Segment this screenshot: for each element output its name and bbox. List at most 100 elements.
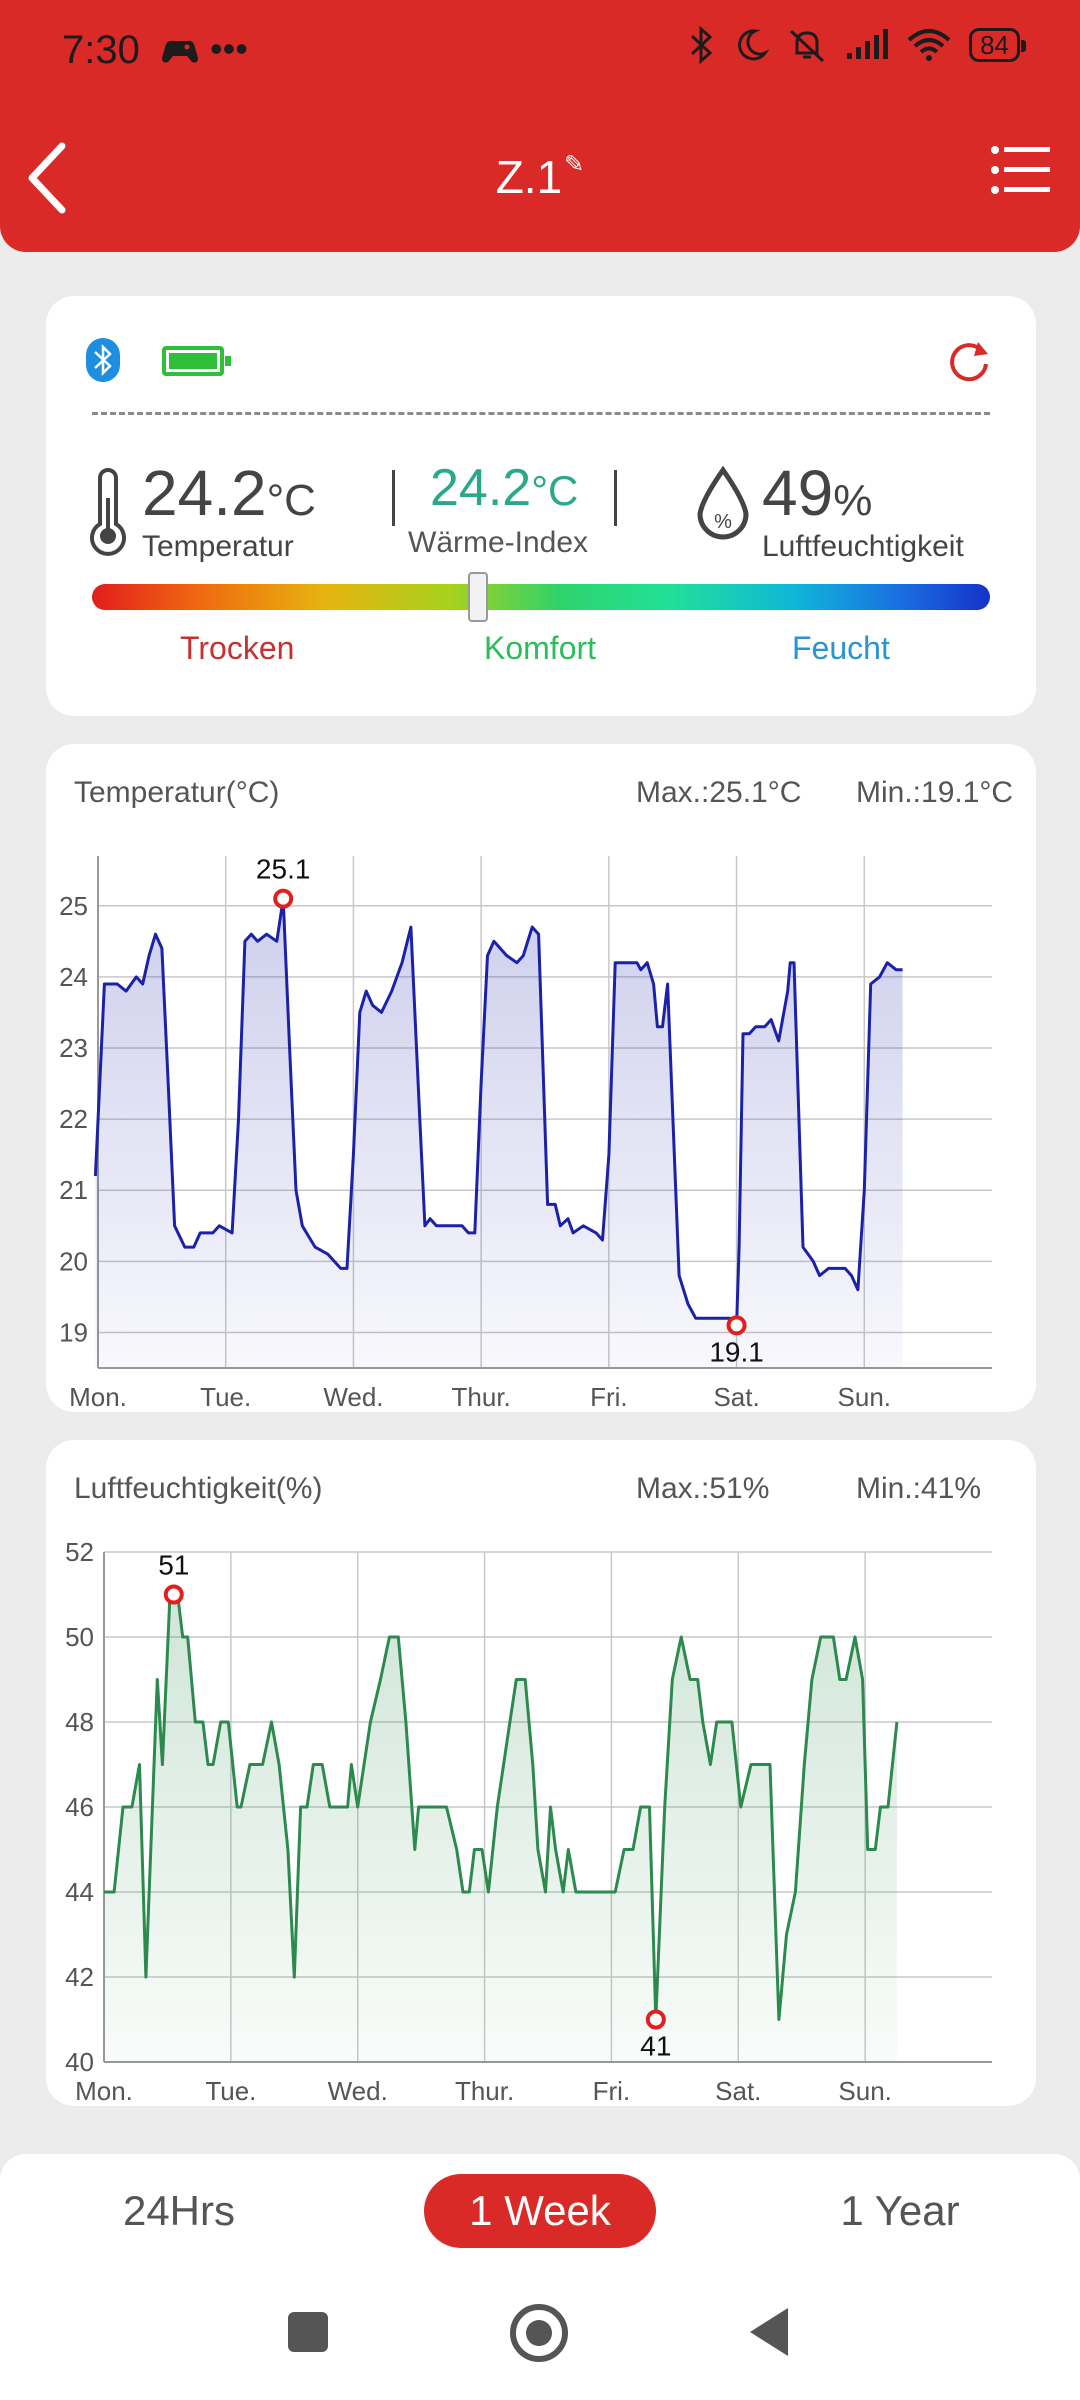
bluetooth-status-icon <box>691 26 713 64</box>
thermometer-icon <box>90 468 126 556</box>
divider <box>92 412 990 415</box>
status-time: 7:30 <box>62 28 140 72</box>
humidity-chart[interactable]: 40 42 44 46 48 50 52 Mon. Tue. Wed. Thur. Fri. Sat. S… <box>46 1440 1036 2106</box>
bluetooth-icon <box>86 338 120 382</box>
max-label: 25.1 <box>256 854 311 885</box>
x-tick-label: Fri. <box>590 1382 628 1412</box>
signal-icon <box>847 29 889 59</box>
range-tabs: 24Hrs 1 Week 1 Year <box>0 2154 1080 2400</box>
status-icons: 84 <box>689 26 1026 64</box>
x-tick-label: Wed. <box>328 2076 388 2106</box>
mute-bell-icon <box>790 29 825 63</box>
x-tick-label: Thur. <box>452 1382 511 1412</box>
x-tick-label: Mon. <box>75 2076 133 2106</box>
home-button[interactable] <box>510 2304 568 2362</box>
humidity-drop-icon: % <box>697 466 749 540</box>
heat-index-unit: °C <box>531 467 579 514</box>
svg-text:%: % <box>714 511 732 533</box>
heat-index-value: 24.2°C <box>430 458 578 518</box>
y-tick-label: 50 <box>65 1622 94 1652</box>
y-tick-label: 20 <box>59 1246 88 1276</box>
x-tick-label: Mon. <box>69 1382 127 1412</box>
tab-1-year[interactable]: 1 Year <box>840 2187 960 2234</box>
y-tick-label: 44 <box>65 1877 94 1907</box>
app-header: 7:30 ••• 84 <box>0 0 1080 252</box>
chart-max: Max.:25.1°C <box>636 776 802 809</box>
heat-index-label: Wärme-Index <box>408 526 589 559</box>
separator <box>392 470 395 526</box>
x-tick-label: Wed. <box>323 1382 383 1412</box>
humidity-chart-card: 40 42 44 46 48 50 52 Mon. Tue. Wed. Thur. Fri. Sat. S… <box>46 1440 1036 2106</box>
back-button[interactable] <box>24 140 74 216</box>
level-dry: Trocken <box>180 630 295 666</box>
y-tick-label: 25 <box>59 891 88 921</box>
wifi-icon <box>907 29 951 61</box>
min-label: 19.1 <box>709 1336 764 1367</box>
y-tick-label: 48 <box>65 1707 94 1737</box>
temperature-number: 24.2 <box>142 457 267 529</box>
comfort-indicator <box>468 572 489 622</box>
series-line <box>104 1593 899 2021</box>
page-title[interactable]: Z.1✎ <box>0 150 1080 204</box>
summary-card: 24.2°C Temperatur 24.2°C Wärme-Index % 4… <box>46 296 1036 716</box>
x-tick-label: Thur. <box>455 2076 514 2106</box>
menu-button[interactable] <box>990 144 1052 196</box>
series-area <box>95 898 903 1368</box>
y-tick-label: 19 <box>59 1317 88 1347</box>
x-tick-label: Sat. <box>715 2076 761 2106</box>
y-tick-label: 23 <box>59 1033 88 1063</box>
temperature-chart-card: 19 20 21 22 23 24 25 Mon. Tue. Wed. Thur. Fri. Sat. S… <box>46 744 1036 1412</box>
recents-button[interactable] <box>288 2312 328 2352</box>
system-back-button[interactable] <box>750 2308 788 2356</box>
temperature-unit: °C <box>266 476 316 525</box>
humidity-label: Luftfeuchtigkeit <box>762 530 964 563</box>
chart-min: Min.:41% <box>856 1472 982 1505</box>
separator <box>614 470 617 526</box>
y-tick-label: 21 <box>59 1175 88 1205</box>
gamepad-icon <box>162 41 198 63</box>
humidity-value: 49% <box>762 456 872 530</box>
notification-icons: ••• <box>160 28 248 70</box>
min-marker <box>726 1315 747 1336</box>
max-marker <box>163 1584 184 1605</box>
min-marker <box>645 2009 666 2030</box>
y-tick-label: 42 <box>65 1962 94 1992</box>
x-tick-label: Sun. <box>838 1382 892 1412</box>
tab-24hrs[interactable]: 24Hrs <box>122 2187 236 2234</box>
x-tick-label: Sat. <box>713 1382 759 1412</box>
x-tick-label: Fri. <box>593 2076 631 2106</box>
chart-title: Luftfeuchtigkeit(%) <box>74 1472 323 1505</box>
level-comfort: Komfort <box>484 630 597 666</box>
chart-min: Min.:19.1°C <box>856 776 1014 809</box>
temperature-value: 24.2°C <box>142 456 316 530</box>
humidity-unit: % <box>833 476 873 525</box>
max-marker <box>273 888 294 909</box>
dnd-moon-icon <box>738 29 770 61</box>
min-label: 41 <box>640 2031 671 2062</box>
chart-title: Temperatur(°C) <box>74 776 280 809</box>
refresh-icon[interactable] <box>946 338 992 384</box>
y-tick-label: 22 <box>59 1104 88 1134</box>
x-tick-label: Sun. <box>838 2076 892 2106</box>
x-tick-label: Tue. <box>200 1382 251 1412</box>
device-name: Z.1 <box>495 151 563 203</box>
heat-index-number: 24.2 <box>430 459 532 517</box>
temperature-label: Temperatur <box>142 530 294 563</box>
max-label: 51 <box>158 1550 189 1581</box>
edit-icon[interactable]: ✎ <box>564 151 585 178</box>
y-tick-label: 24 <box>59 962 88 992</box>
more-notifications-icon: ••• <box>210 28 248 69</box>
series-line <box>93 897 903 1327</box>
tab-1-week[interactable]: 1 Week <box>424 2174 656 2248</box>
temperature-chart[interactable]: 19 20 21 22 23 24 25 Mon. Tue. Wed. Thur. Fri. Sat. S… <box>46 744 1036 1412</box>
chart-max: Max.:51% <box>636 1472 770 1505</box>
y-tick-label: 40 <box>65 2047 94 2077</box>
y-tick-label: 52 <box>65 1537 94 1567</box>
comfort-gradient-bar <box>92 584 990 610</box>
humidity-number: 49 <box>762 457 834 529</box>
y-tick-label: 46 <box>65 1792 94 1822</box>
series-area <box>104 1594 897 2062</box>
x-tick-label: Tue. <box>205 2076 256 2106</box>
level-wet: Feucht <box>792 630 890 666</box>
battery-status: 84 <box>969 28 1026 62</box>
